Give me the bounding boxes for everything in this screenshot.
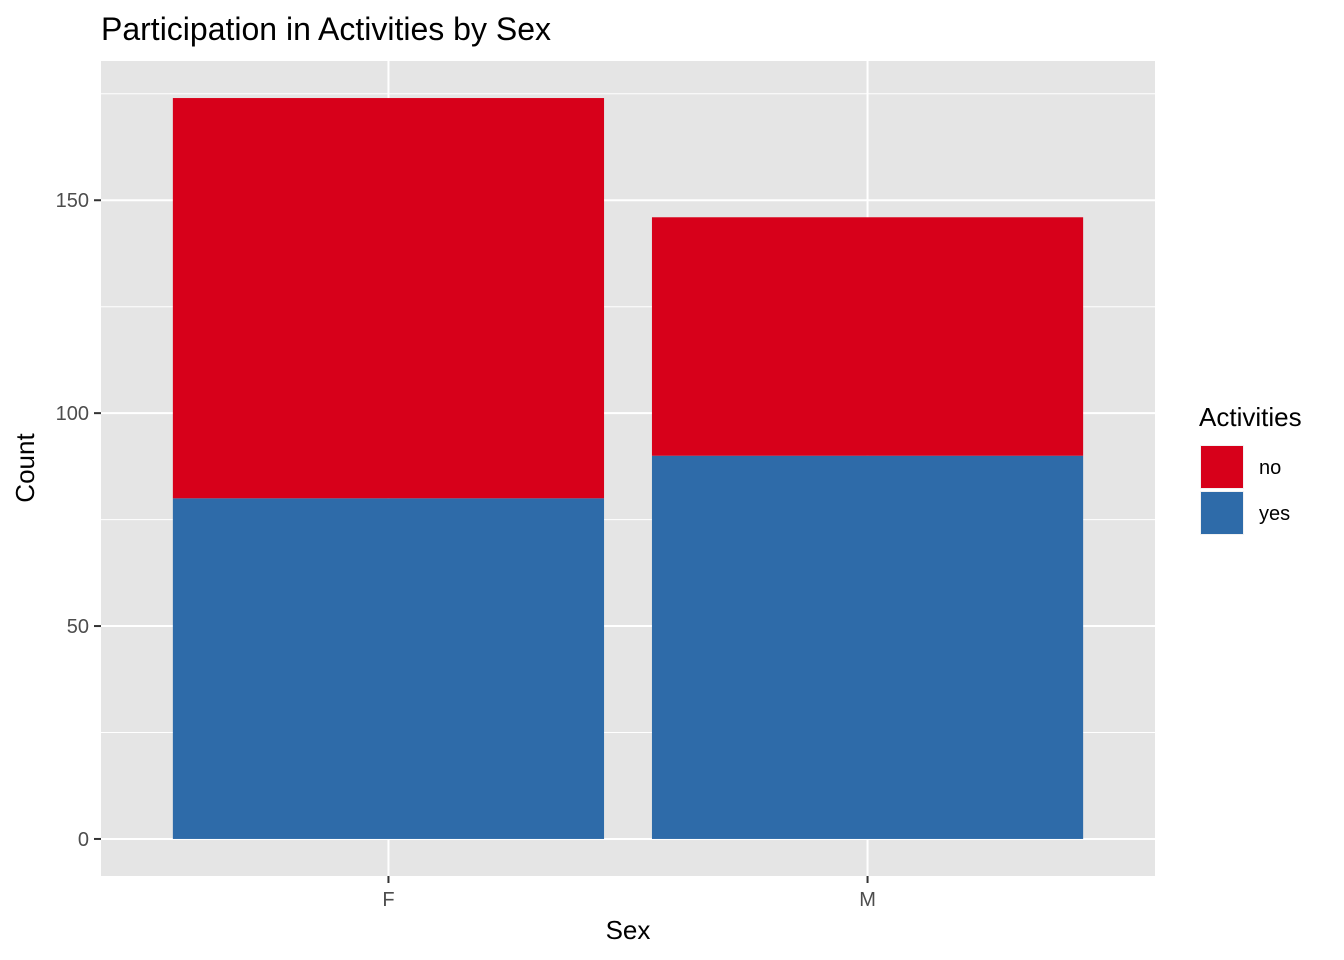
legend: Activities no yes [1199,402,1302,535]
x-axis-title: Sex [606,915,651,945]
legend-swatch-yes [1201,492,1243,534]
legend-title: Activities [1199,402,1302,432]
y-tick-label: 100 [56,403,89,425]
x-tick-label: M [859,889,876,911]
y-axis-title: Count [10,433,40,503]
chart-title: Participation in Activities by Sex [101,11,551,47]
y-tick-label: 150 [56,190,89,212]
bar-M-no [651,217,1084,456]
bar-F-no [172,98,605,499]
y-tick-label: 50 [67,616,89,638]
bar-M-yes [651,455,1084,839]
y-tick-label: 0 [78,829,89,851]
legend-label-no: no [1259,457,1281,479]
y-axis: 0 50 100 150 [56,190,101,851]
legend-swatch-no [1201,446,1243,488]
legend-label-yes: yes [1259,503,1290,525]
bar-F-yes [172,498,605,839]
x-tick-label: F [382,889,394,911]
bars [172,98,1084,839]
